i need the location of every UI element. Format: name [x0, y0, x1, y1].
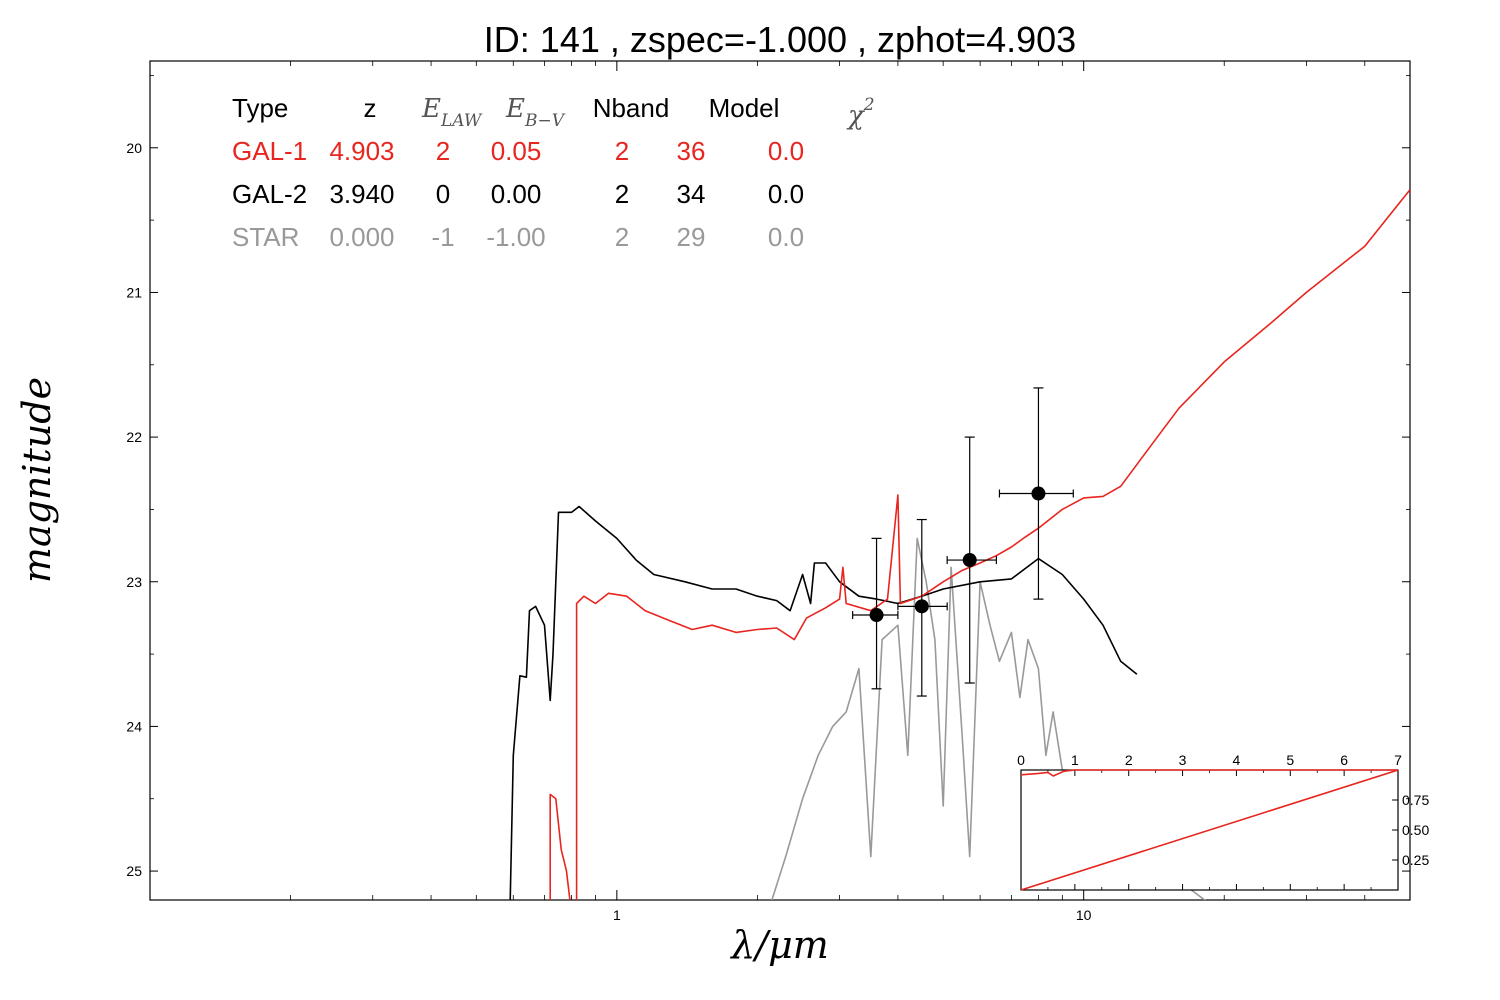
plot-area: [149, 60, 1411, 901]
legend-cell-type: GAL-1: [232, 136, 307, 166]
legend-cell-elaw: -1: [431, 222, 454, 252]
chart-title: ID: 141 , zspec=-1.000 , zphot=4.903: [484, 19, 1076, 60]
inset-y-tick-label: 0.75: [1402, 792, 1429, 808]
legend-row-gal-1: GAL-1 4.903 2 0.05 2 36 0.0: [232, 136, 804, 166]
inset-x-tick-label: 4: [1233, 752, 1241, 768]
observation-point: [946, 436, 997, 684]
y-tick-label: 23: [126, 574, 142, 590]
inset-y-tick-label: 0.25: [1402, 852, 1429, 868]
series-line-gal-1: [549, 189, 1410, 900]
series-line-star: [771, 537, 1207, 900]
header-chi2-sup: 2: [863, 95, 875, 115]
legend-row-star: STAR 0.000 -1 -1.00 2 29 0.0: [232, 222, 804, 252]
legend-cell-model: 34: [677, 179, 706, 209]
legend-cell-ebv: 0.00: [491, 179, 542, 209]
legend-cell-chi2: 0.0: [768, 179, 804, 209]
inset-x-tick-label: 2: [1125, 752, 1133, 768]
y-tick-label: 22: [126, 429, 142, 445]
inset-x-tick-label: 6: [1340, 752, 1348, 768]
legend-cell-z: 3.940: [329, 179, 394, 209]
x-tick-label: 10: [1076, 907, 1092, 923]
header-chi2: χ2: [846, 95, 875, 131]
observation-marker: [1031, 486, 1046, 501]
header-chi2-main: χ: [846, 101, 866, 131]
y-tick-label: 20: [126, 140, 142, 156]
header-type: Type: [232, 93, 288, 123]
series-line-gal-2: [509, 505, 1138, 900]
inset-y-tick-label: 0.50: [1402, 822, 1429, 838]
header-elaw-sub: LAW: [440, 111, 483, 131]
legend-cell-elaw: 0: [436, 179, 450, 209]
observations-layer: [852, 387, 1074, 697]
legend-cell-ebv: -1.00: [486, 222, 545, 252]
observation-marker: [962, 553, 977, 568]
legend-cell-z: 0.000: [329, 222, 394, 252]
observation-point: [897, 518, 948, 697]
header-ebv: EB−V: [505, 94, 566, 131]
observation-point: [852, 537, 899, 690]
inset-x-tick-label: 3: [1179, 752, 1187, 768]
x-tick-label: 1: [613, 907, 621, 923]
header-ebv-main: E: [505, 94, 525, 124]
legend-cell-nband: 2: [615, 222, 629, 252]
y-tick-label: 24: [126, 718, 142, 734]
inset-x-tick-label: 7: [1394, 752, 1402, 768]
legend-table: Type z ELAW EB−V Nband Model χ2 GAL-1 4.9…: [232, 93, 875, 252]
header-ebv-sub: B−V: [524, 111, 566, 131]
inset-x-tick-label: 1: [1071, 752, 1079, 768]
legend-cell-z: 4.903: [329, 136, 394, 166]
x-axis-label: λ/μm: [729, 923, 829, 967]
legend-cell-type: STAR: [232, 222, 299, 252]
legend-row-gal-2: GAL-2 3.940 0 0.00 2 34 0.0: [232, 179, 804, 209]
pdf-inset: 0 1 2 3 4 5 6 7 0.25 0.50 0.75: [1017, 752, 1429, 891]
y-axis-label: magnitude: [15, 377, 59, 583]
legend-cell-elaw: 2: [436, 136, 450, 166]
header-elaw-main: E: [421, 94, 441, 124]
observation-marker: [869, 608, 884, 623]
inset-x-tick-label: 0: [1017, 752, 1025, 768]
legend-cell-chi2: 0.0: [768, 222, 804, 252]
inset-ticks: 0 1 2 3 4 5 6 7 0.25 0.50 0.75: [1017, 752, 1429, 890]
observation-point: [998, 387, 1074, 600]
header-z: z: [364, 93, 377, 123]
y-tick-label: 21: [126, 284, 142, 300]
inset-line-cumulative: [1020, 769, 1399, 891]
legend-cell-nband: 2: [615, 179, 629, 209]
legend-cell-model: 36: [677, 136, 706, 166]
legend-cell-model: 29: [677, 222, 706, 252]
legend-cell-ebv: 0.05: [491, 136, 542, 166]
x-axis-ticks: 1 10: [290, 61, 1366, 923]
legend-cell-type: GAL-2: [232, 179, 307, 209]
legend-rows: GAL-1 4.903 2 0.05 2 36 0.0 GAL-2 3.940 0 0.00 2 34 0…: [232, 136, 804, 252]
inset-x-tick-label: 5: [1286, 752, 1294, 768]
header-elaw: ELAW: [421, 94, 483, 131]
header-model: Model: [709, 93, 780, 123]
header-nband: Nband: [593, 93, 670, 123]
inset-series: [1020, 769, 1399, 891]
series-layer: [509, 189, 1410, 900]
legend-cell-nband: 2: [615, 136, 629, 166]
y-tick-label: 25: [126, 863, 142, 879]
inset-line-pdf: [1020, 769, 1398, 777]
legend-cell-chi2: 0.0: [768, 136, 804, 166]
observation-marker: [914, 599, 929, 614]
